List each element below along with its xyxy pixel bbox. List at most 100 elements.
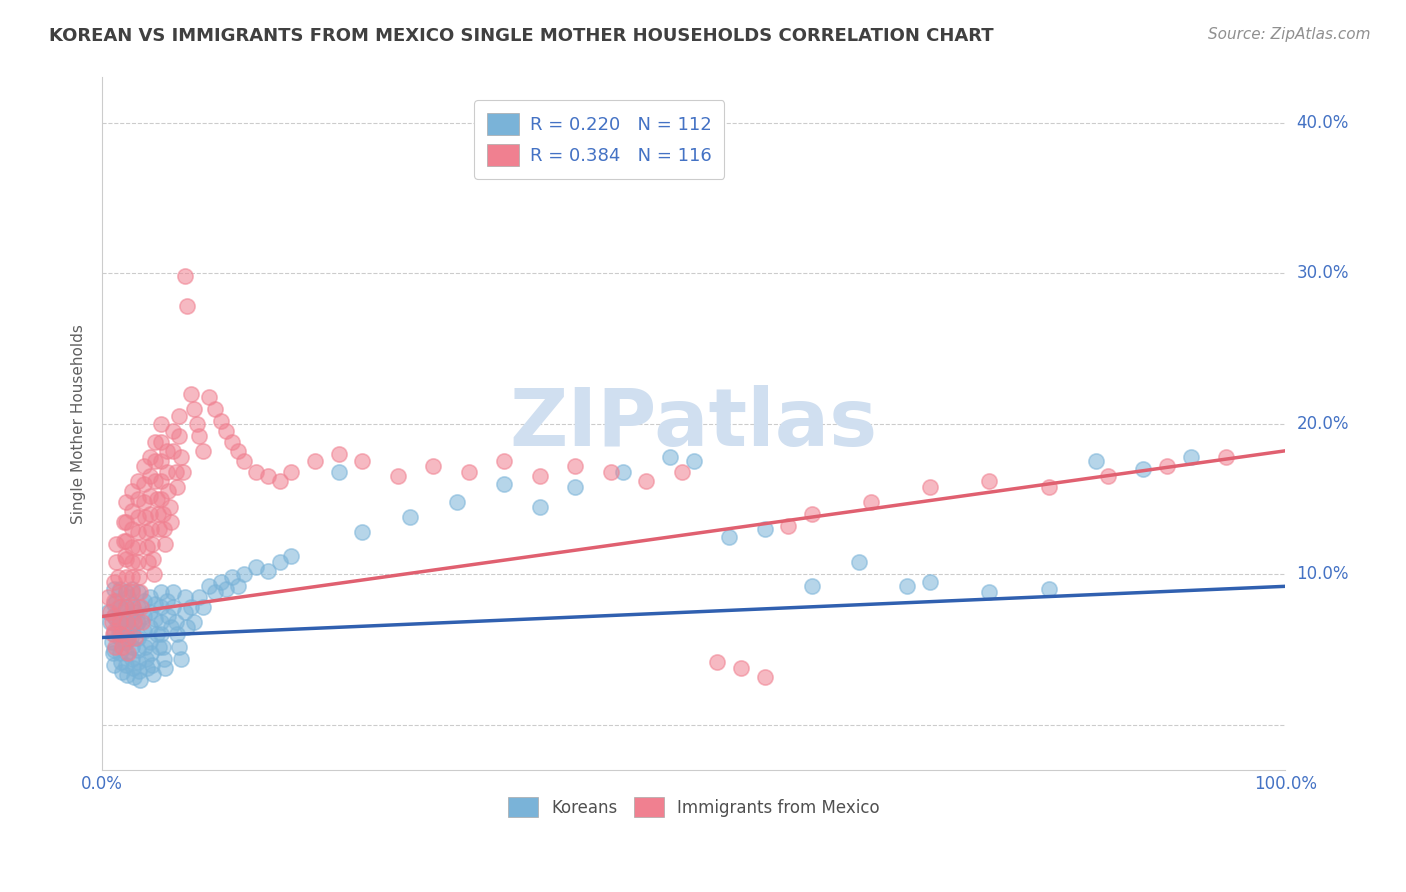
Point [127, 474, 149, 488]
Point [167, 429, 190, 443]
Point [188, 590, 211, 604]
Point [174, 605, 197, 619]
Point [398, 510, 420, 524]
Point [1097, 469, 1119, 483]
Point [215, 582, 238, 597]
Point [848, 555, 870, 569]
Text: 40.0%: 40.0% [1296, 113, 1348, 132]
Text: ZIPatlas: ZIPatlas [509, 384, 877, 463]
Point [156, 465, 179, 479]
Point [104, 640, 127, 654]
Point [121, 484, 143, 499]
Text: 30.0%: 30.0% [1296, 264, 1348, 282]
Point [138, 469, 160, 483]
Point [117, 590, 139, 604]
Point [145, 598, 167, 612]
Point [159, 620, 181, 634]
Point [127, 510, 149, 524]
Point [121, 570, 143, 584]
Point [150, 585, 173, 599]
Point [115, 585, 138, 599]
Point [122, 660, 145, 674]
Point [150, 491, 173, 506]
Point [115, 635, 138, 649]
Point [122, 600, 145, 615]
Point [107, 627, 129, 641]
Point [145, 434, 167, 449]
Point [245, 559, 267, 574]
Point [134, 510, 156, 524]
Point [105, 594, 128, 608]
Point [671, 465, 693, 479]
Point [157, 609, 180, 624]
Point [127, 491, 149, 506]
Point [115, 552, 138, 566]
Point [138, 507, 160, 521]
Point [494, 454, 516, 468]
Point [150, 600, 173, 615]
Point [387, 469, 409, 483]
Point [979, 474, 1001, 488]
Point [150, 627, 173, 641]
Point [127, 585, 149, 599]
Point [152, 522, 174, 536]
Point [730, 660, 752, 674]
Point [132, 458, 155, 473]
Point [269, 555, 291, 569]
Point [121, 640, 143, 654]
Point [352, 525, 374, 540]
Point [108, 631, 131, 645]
Point [135, 651, 157, 665]
Point [176, 299, 198, 313]
Point [108, 646, 131, 660]
Point [153, 660, 176, 674]
Point [138, 450, 160, 464]
Point [128, 570, 150, 584]
Text: Source: ZipAtlas.com: Source: ZipAtlas.com [1208, 27, 1371, 42]
Point [112, 534, 135, 549]
Point [136, 660, 159, 674]
Text: KOREAN VS IMMIGRANTS FROM MEXICO SINGLE MOTHER HOUSEHOLDS CORRELATION CHART: KOREAN VS IMMIGRANTS FROM MEXICO SINGLE … [49, 27, 994, 45]
Point [117, 631, 139, 645]
Point [121, 555, 143, 569]
Point [103, 574, 125, 589]
Point [706, 655, 728, 669]
Point [167, 640, 190, 654]
Point [124, 631, 146, 645]
Point [458, 465, 481, 479]
Point [145, 474, 167, 488]
Point [132, 495, 155, 509]
Point [142, 666, 165, 681]
Point [152, 640, 174, 654]
Point [118, 620, 141, 634]
Point [148, 640, 170, 654]
Point [127, 631, 149, 645]
Point [920, 574, 942, 589]
Point [170, 651, 193, 665]
Point [304, 454, 326, 468]
Point [115, 615, 138, 630]
Point [101, 627, 124, 641]
Point [159, 500, 181, 514]
Point [138, 605, 160, 619]
Point [115, 646, 138, 660]
Point [132, 624, 155, 639]
Point [125, 615, 148, 630]
Point [143, 567, 166, 582]
Point [183, 615, 205, 630]
Point [127, 655, 149, 669]
Point [860, 495, 883, 509]
Point [108, 615, 131, 630]
Point [103, 657, 125, 672]
Point [1038, 480, 1060, 494]
Point [162, 600, 184, 615]
Point [112, 515, 135, 529]
Point [115, 570, 138, 584]
Point [162, 424, 184, 438]
Point [107, 620, 129, 634]
Point [166, 480, 188, 494]
Point [352, 454, 374, 468]
Point [135, 525, 157, 540]
Point [599, 465, 621, 479]
Point [108, 615, 131, 630]
